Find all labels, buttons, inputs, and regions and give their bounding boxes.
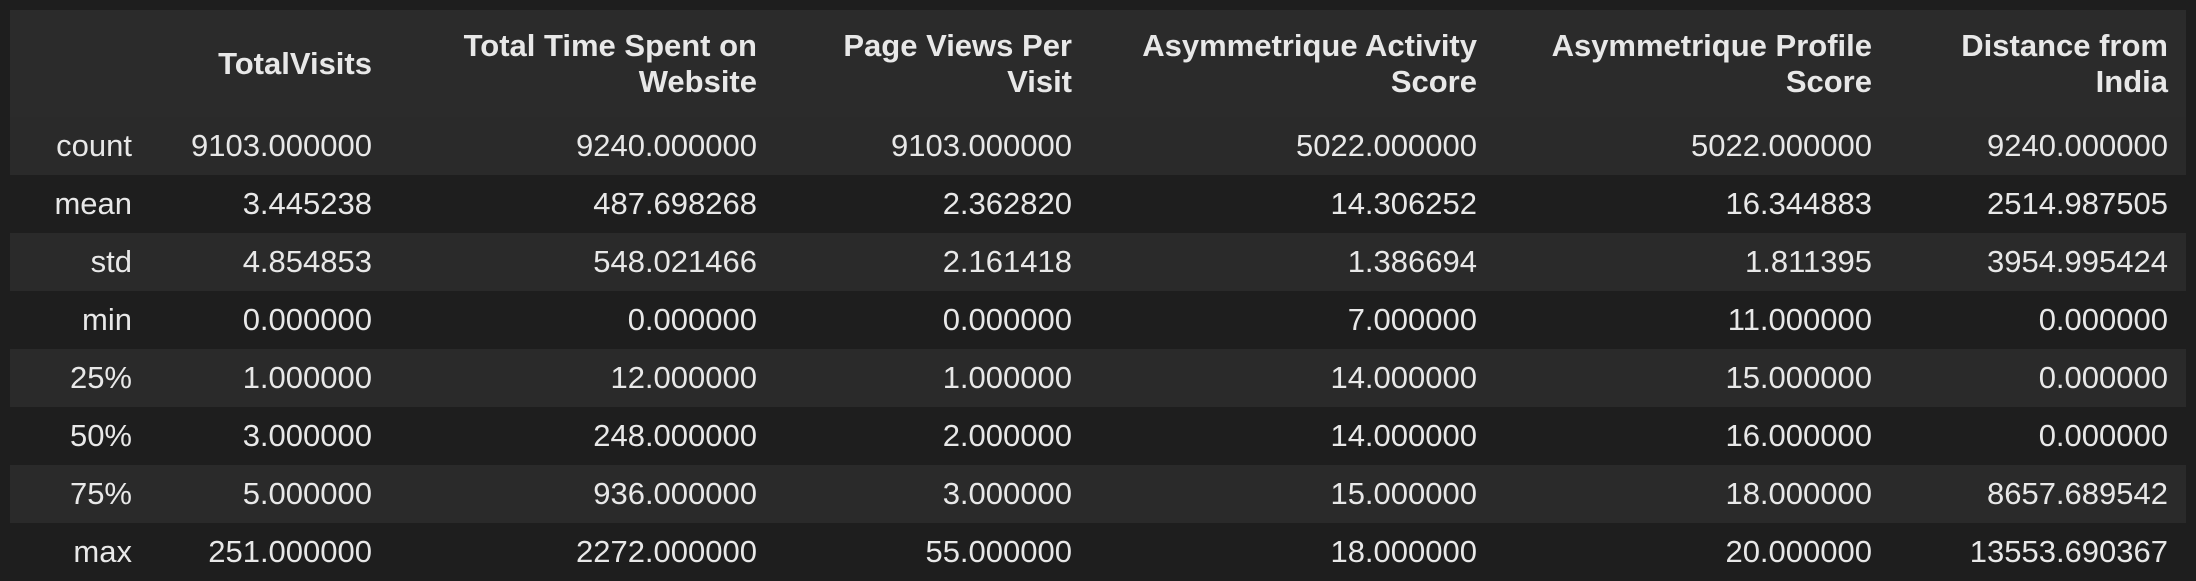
column-header: Total Time Spent on Website bbox=[390, 10, 775, 117]
table-cell: 18.000000 bbox=[1330, 534, 1477, 569]
table-cell: 1.811395 bbox=[1745, 244, 1872, 279]
table-row: min 0.000000 0.000000 0.000000 7.000000 … bbox=[10, 291, 2186, 349]
table-cell: 2.000000 bbox=[942, 418, 1072, 453]
table-cell: 9103.000000 bbox=[890, 128, 1072, 163]
column-header: TotalVisits bbox=[150, 10, 390, 117]
row-label: std bbox=[90, 244, 132, 279]
table-cell: 5022.000000 bbox=[1295, 128, 1477, 163]
row-label: mean bbox=[54, 186, 132, 221]
table-cell: 0.000000 bbox=[242, 302, 372, 337]
table-cell: 15.000000 bbox=[1330, 476, 1477, 511]
row-label: 25% bbox=[69, 360, 132, 395]
table-row: mean 3.445238 487.698268 2.362820 14.306… bbox=[10, 175, 2186, 233]
table-cell: 5.000000 bbox=[242, 476, 372, 511]
table-cell: 0.000000 bbox=[2038, 418, 2168, 453]
row-label: 50% bbox=[69, 418, 132, 453]
row-label: count bbox=[56, 128, 132, 163]
table-cell: 1.000000 bbox=[942, 360, 1072, 395]
describe-table: TotalVisits Total Time Spent on Website … bbox=[10, 10, 2186, 581]
row-label: max bbox=[73, 534, 132, 569]
table-row: max 251.000000 2272.000000 55.000000 18.… bbox=[10, 523, 2186, 581]
table-cell: 0.000000 bbox=[2038, 302, 2168, 337]
table-cell: 5022.000000 bbox=[1690, 128, 1872, 163]
table-cell: 16.000000 bbox=[1725, 418, 1872, 453]
table-cell: 8657.689542 bbox=[1986, 476, 2168, 511]
dataframe-output: TotalVisits Total Time Spent on Website … bbox=[10, 10, 2186, 581]
table-cell: 251.000000 bbox=[208, 534, 372, 569]
table-cell: 3954.995424 bbox=[1986, 244, 2168, 279]
table-cell: 20.000000 bbox=[1725, 534, 1872, 569]
table-cell: 12.000000 bbox=[610, 360, 757, 395]
table-cell: 2.161418 bbox=[942, 244, 1072, 279]
table-cell: 55.000000 bbox=[925, 534, 1072, 569]
table-cell: 1.000000 bbox=[242, 360, 372, 395]
table-cell: 11.000000 bbox=[1727, 302, 1872, 337]
table-row: 50% 3.000000 248.000000 2.000000 14.0000… bbox=[10, 407, 2186, 465]
table-cell: 3.000000 bbox=[242, 418, 372, 453]
table-cell: 0.000000 bbox=[942, 302, 1072, 337]
table-cell: 936.000000 bbox=[593, 476, 757, 511]
table-cell: 2272.000000 bbox=[575, 534, 757, 569]
table-cell: 14.306252 bbox=[1330, 186, 1477, 221]
header-row: TotalVisits Total Time Spent on Website … bbox=[10, 10, 2186, 117]
table-cell: 16.344883 bbox=[1725, 186, 1872, 221]
table-cell: 15.000000 bbox=[1725, 360, 1872, 395]
table-cell: 548.021466 bbox=[593, 244, 757, 279]
table-cell: 3.445238 bbox=[242, 186, 372, 221]
table-row: 75% 5.000000 936.000000 3.000000 15.0000… bbox=[10, 465, 2186, 523]
table-cell: 18.000000 bbox=[1725, 476, 1872, 511]
table-cell: 9103.000000 bbox=[190, 128, 372, 163]
column-header: Asymmetrique Profile Score bbox=[1495, 10, 1890, 117]
table-cell: 14.000000 bbox=[1330, 360, 1477, 395]
table-cell: 0.000000 bbox=[627, 302, 757, 337]
table-cell: 2514.987505 bbox=[1986, 186, 2168, 221]
row-label: min bbox=[82, 302, 132, 337]
table-cell: 7.000000 bbox=[1347, 302, 1477, 337]
table-cell: 3.000000 bbox=[942, 476, 1072, 511]
table-cell: 9240.000000 bbox=[575, 128, 757, 163]
table-cell: 0.000000 bbox=[2038, 360, 2168, 395]
table-cell: 14.000000 bbox=[1330, 418, 1477, 453]
table-cell: 2.362820 bbox=[942, 186, 1072, 221]
index-header bbox=[10, 10, 150, 117]
table-cell: 248.000000 bbox=[593, 418, 757, 453]
table-cell: 1.386694 bbox=[1347, 244, 1477, 279]
table-row: count 9103.000000 9240.000000 9103.00000… bbox=[10, 117, 2186, 175]
table-cell: 9240.000000 bbox=[1986, 128, 2168, 163]
row-label: 75% bbox=[69, 476, 132, 511]
table-cell: 13553.690367 bbox=[1969, 534, 2168, 569]
table-cell: 4.854853 bbox=[242, 244, 372, 279]
column-header: Asymmetrique Activity Score bbox=[1090, 10, 1495, 117]
table-row: std 4.854853 548.021466 2.161418 1.38669… bbox=[10, 233, 2186, 291]
column-header: Distance from India bbox=[1890, 10, 2186, 117]
column-header: Page Views Per Visit bbox=[775, 10, 1090, 117]
table-row: 25% 1.000000 12.000000 1.000000 14.00000… bbox=[10, 349, 2186, 407]
table-cell: 487.698268 bbox=[593, 186, 757, 221]
